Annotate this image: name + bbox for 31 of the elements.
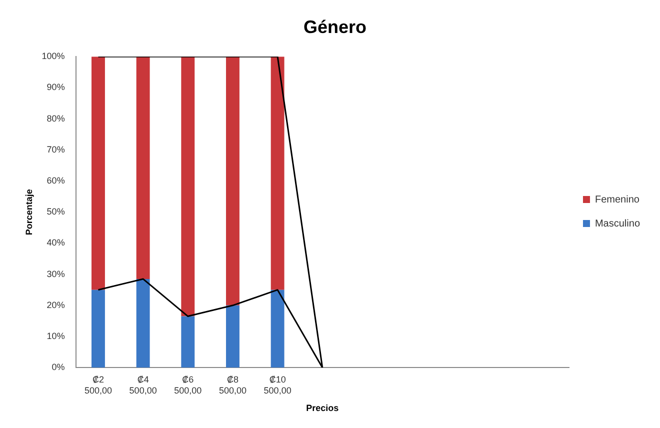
- y-tick-label: 10%: [46, 330, 65, 341]
- y-tick-label: 80%: [46, 113, 65, 124]
- x-tick-label: ₡6 500,00: [174, 374, 202, 396]
- y-tick-label: 100%: [42, 51, 65, 62]
- y-tick-label: 60%: [46, 175, 65, 186]
- bar: [226, 305, 240, 368]
- chart-title: Género: [303, 16, 367, 37]
- bar: [270, 290, 284, 368]
- x-tick-label: ₡8 500,00: [218, 374, 246, 396]
- y-tick-label: 30%: [46, 268, 65, 279]
- y-tick-label: 0%: [52, 362, 65, 372]
- y-axis-title: Porcentaje: [24, 189, 34, 236]
- bar: [136, 278, 150, 368]
- x-tick-label: ₡10 500,00: [264, 374, 292, 396]
- bar: [270, 56, 284, 290]
- legend-label: Femenino: [594, 194, 640, 206]
- y-tick-label: 20%: [46, 300, 65, 310]
- y-tick-label: 70%: [46, 144, 65, 154]
- x-axis-title: Precios: [306, 403, 339, 414]
- bar: [181, 316, 195, 368]
- legend-label: Masculino: [594, 218, 640, 230]
- y-tick-label: 50%: [46, 206, 65, 217]
- bar: [92, 290, 105, 368]
- x-tick-label: ₡2 500,00: [84, 374, 112, 396]
- bar: [136, 56, 150, 279]
- bar: [181, 56, 195, 316]
- x-tick-label: ₡4 500,00: [129, 374, 157, 396]
- bar: [226, 56, 240, 306]
- y-tick-label: 90%: [46, 82, 65, 92]
- y-tick-label: 40%: [46, 238, 65, 248]
- bar: [92, 56, 105, 290]
